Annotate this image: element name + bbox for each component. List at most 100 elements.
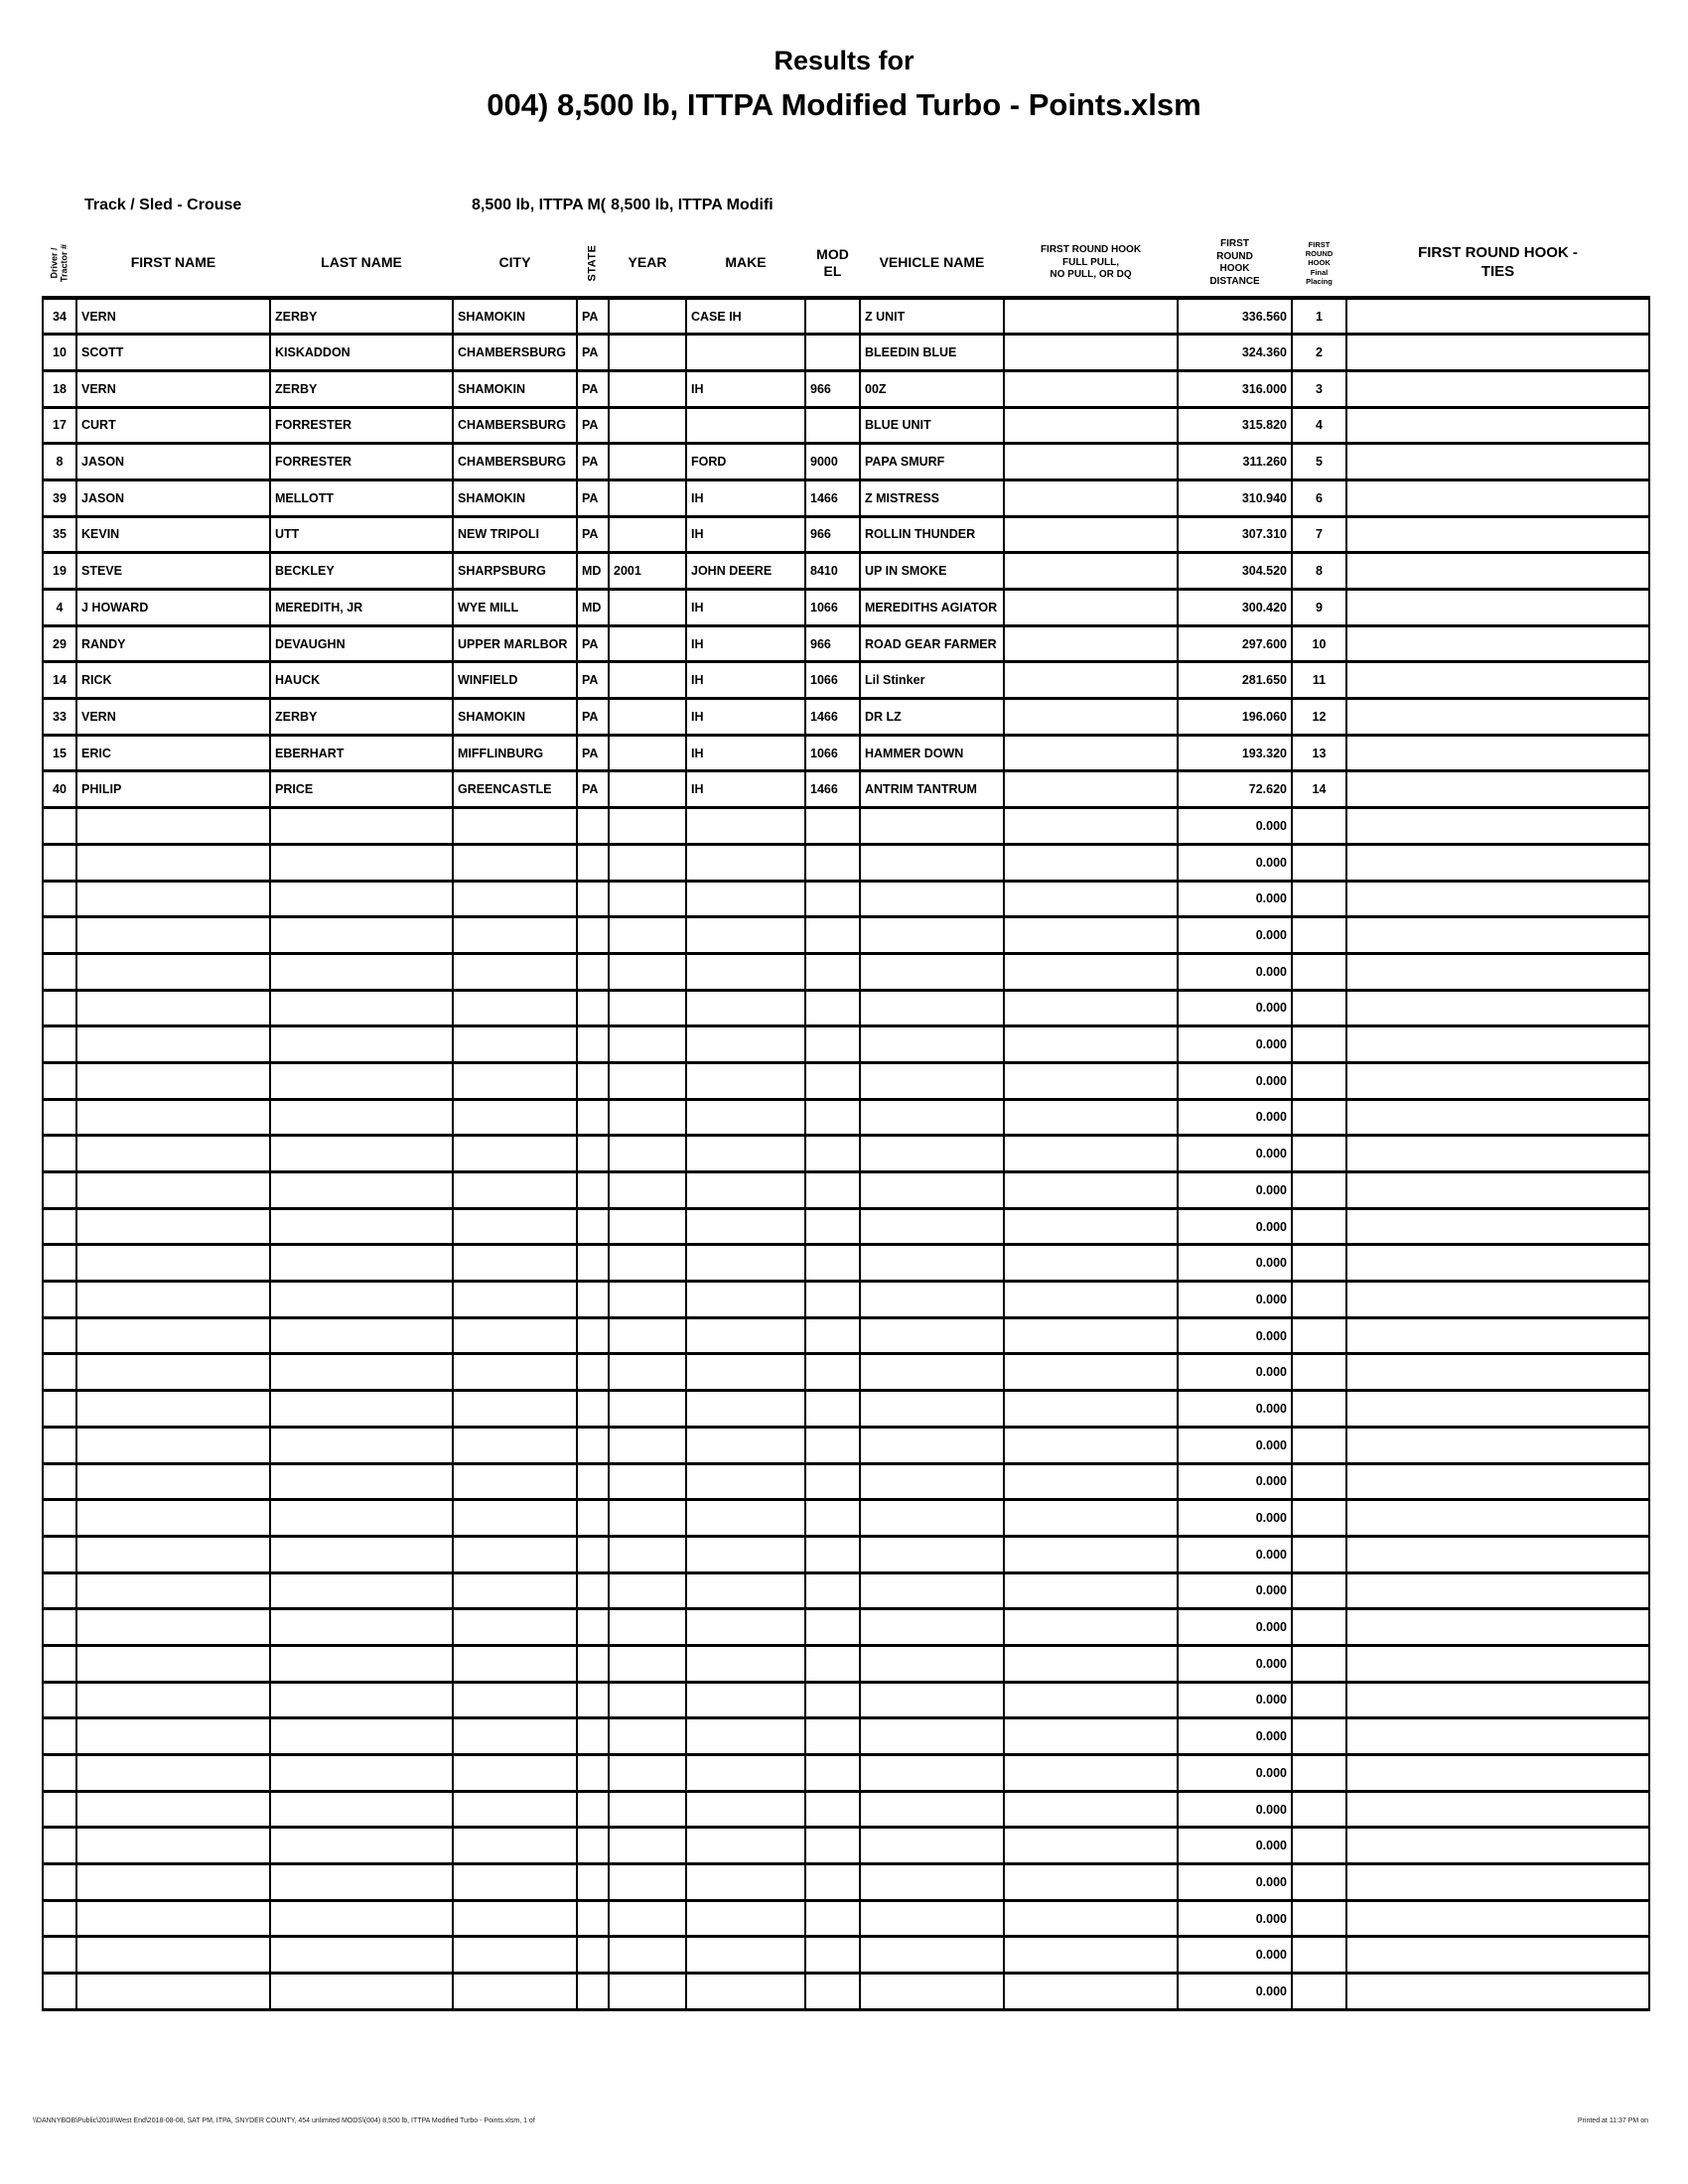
cell-ties <box>1345 1425 1650 1465</box>
cell-placing: 7 <box>1291 514 1347 555</box>
cell-ties <box>1345 405 1650 446</box>
cell-ties <box>1345 1389 1650 1429</box>
cell-first <box>75 988 271 1028</box>
cell-full-pull <box>1003 879 1179 919</box>
cell-placing <box>1291 951 1347 992</box>
cell-city: SHARPSBURG <box>452 551 578 591</box>
cell-vehicle <box>859 1789 1005 1830</box>
cell-city <box>452 1243 578 1284</box>
cell-placing <box>1291 1280 1347 1319</box>
cell-last <box>269 1060 454 1101</box>
cell-num: 4 <box>42 588 77 627</box>
cell-ties <box>1345 1972 1650 2011</box>
cell-model <box>804 1643 861 1684</box>
cell-distance: 0.000 <box>1177 879 1293 919</box>
cell-last: FORRESTER <box>269 405 454 446</box>
cell-first: SCOTT <box>75 333 271 372</box>
cell-distance: 297.600 <box>1177 623 1293 664</box>
cell-vehicle: Z UNIT <box>859 296 1005 337</box>
cell-state: PA <box>576 514 610 555</box>
cell-state <box>576 1389 610 1429</box>
cell-last <box>269 1935 454 1976</box>
cell-last <box>269 1862 454 1902</box>
cell-last: ZERBY <box>269 697 454 737</box>
cell-city <box>452 1680 578 1720</box>
cell-ties <box>1345 1280 1650 1319</box>
cell-state: PA <box>576 660 610 701</box>
cell-num <box>42 1315 77 1356</box>
cell-year <box>608 514 687 555</box>
cell-ties <box>1345 1060 1650 1101</box>
cell-first <box>75 1280 271 1319</box>
table-row: 35 KEVIN UTT NEW TRIPOLI PA IH 966 ROLLIN THUND… <box>42 514 1650 555</box>
empty-table-row: 0.000 <box>42 1534 1650 1574</box>
cell-city <box>452 951 578 992</box>
cell-distance: 311.260 <box>1177 442 1293 481</box>
cell-last: DEVAUGHN <box>269 623 454 664</box>
cell-last <box>269 1680 454 1720</box>
cell-distance: 0.000 <box>1177 1716 1293 1756</box>
cell-vehicle <box>859 1425 1005 1465</box>
header-row: Driver / Tractor # FIRST NAME LAST NAME … <box>43 230 1649 300</box>
cell-num <box>42 1170 77 1210</box>
cell-last: MEREDITH, JR <box>269 588 454 627</box>
cell-placing <box>1291 915 1347 955</box>
cell-num <box>42 879 77 919</box>
cell-model <box>804 1243 861 1284</box>
cell-vehicle <box>859 1680 1005 1720</box>
cell-last <box>269 1826 454 1866</box>
cell-num <box>42 1060 77 1101</box>
table-row: 34 VERN ZERBY SHAMOKIN PA CASE IH Z UNIT 336.56… <box>42 296 1650 337</box>
cell-state <box>576 1024 610 1064</box>
cell-ties <box>1345 1935 1650 1976</box>
cell-year <box>608 623 687 664</box>
cell-model: 1066 <box>804 733 861 773</box>
cell-state <box>576 1862 610 1902</box>
cell-first: VERN <box>75 368 271 409</box>
cell-distance: 0.000 <box>1177 1097 1293 1138</box>
cell-ties <box>1345 1570 1650 1611</box>
cell-vehicle: ROAD GEAR FARMER <box>859 623 1005 664</box>
cell-first <box>75 879 271 919</box>
cell-city <box>452 1097 578 1138</box>
cell-vehicle: Lil Stinker <box>859 660 1005 701</box>
cell-ties <box>1345 1498 1650 1538</box>
cell-make <box>685 1570 806 1611</box>
cell-model <box>804 915 861 955</box>
table-row: 33 VERN ZERBY SHAMOKIN PA IH 1466 DR LZ 196.060 1… <box>42 697 1650 737</box>
cell-distance: 0.000 <box>1177 1461 1293 1502</box>
cell-last <box>269 1753 454 1793</box>
cell-first <box>75 1352 271 1393</box>
cell-city <box>452 1352 578 1393</box>
cell-model <box>804 1753 861 1793</box>
cell-vehicle <box>859 1716 1005 1756</box>
cell-full-pull <box>1003 1972 1179 2011</box>
footer-file-path: \\DANNYBOB\Public\2018\West End\2018-08-… <box>33 2117 535 2124</box>
cell-full-pull <box>1003 1425 1179 1465</box>
cell-ties <box>1345 660 1650 701</box>
cell-last <box>269 915 454 955</box>
table-row: 19 STEVE BECKLEY SHARPSBURG MD 2001 JOHN DEERE… <box>42 551 1650 591</box>
cell-ties <box>1345 915 1650 955</box>
cell-model <box>804 1134 861 1173</box>
table-row: 14 RICK HAUCK WINFIELD PA IH 1066 Lil Stinker 28… <box>42 660 1650 701</box>
cell-last <box>269 1570 454 1611</box>
cell-first <box>75 1024 271 1064</box>
empty-table-row: 0.000 <box>42 1826 1650 1866</box>
cell-first <box>75 1607 271 1647</box>
cell-ties <box>1345 879 1650 919</box>
cell-first <box>75 842 271 883</box>
cell-num: 18 <box>42 368 77 409</box>
cell-model <box>804 1060 861 1101</box>
cell-vehicle <box>859 1753 1005 1793</box>
cell-city <box>452 1024 578 1064</box>
cell-distance: 0.000 <box>1177 1753 1293 1793</box>
cell-placing <box>1291 1826 1347 1866</box>
col-header-city: CITY <box>453 230 577 300</box>
cell-state <box>576 1972 610 2011</box>
cell-year <box>608 1862 687 1902</box>
cell-make: IH <box>685 588 806 627</box>
empty-table-row: 0.000 <box>42 915 1650 955</box>
cell-full-pull <box>1003 806 1179 846</box>
cell-year <box>608 1060 687 1101</box>
